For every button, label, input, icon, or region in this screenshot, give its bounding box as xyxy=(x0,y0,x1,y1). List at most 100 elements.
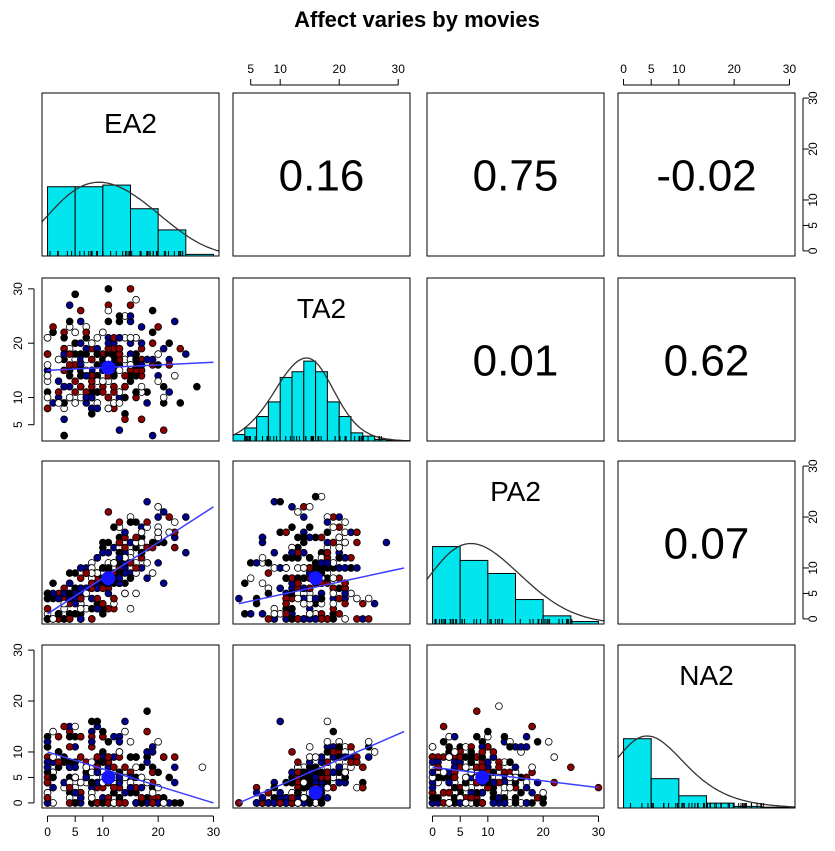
scatter-point xyxy=(104,404,113,413)
panel-EA2-NA2: -0.02 xyxy=(617,92,796,257)
scatter-point xyxy=(258,533,267,542)
scatter-point xyxy=(329,768,338,777)
scatter-point xyxy=(121,393,129,402)
scatter-point xyxy=(550,753,559,761)
scatter-point xyxy=(159,579,168,588)
tick-label: 10 xyxy=(11,745,25,759)
scatter-point xyxy=(126,783,135,792)
scatter-point xyxy=(299,599,308,608)
tick-label: 5 xyxy=(457,825,464,839)
tick-label: 20 xyxy=(151,825,165,839)
histogram-bar xyxy=(326,401,340,442)
scatter-point xyxy=(472,707,481,716)
scatter-point xyxy=(370,599,379,608)
histogram-bar xyxy=(315,371,328,442)
scatter-point xyxy=(305,523,314,532)
panel-TA2-EA2 xyxy=(41,277,220,442)
tick-label: 30 xyxy=(592,825,606,839)
scatter-point xyxy=(182,513,190,521)
scatter-point xyxy=(382,538,391,547)
scatter-point xyxy=(82,589,91,598)
scatter-point xyxy=(115,748,124,756)
scatter-point xyxy=(341,589,349,598)
scatter-point xyxy=(264,589,273,598)
scatter-point xyxy=(335,533,344,542)
scatter-point xyxy=(87,794,96,802)
scatter-point xyxy=(258,794,267,802)
scatter-point xyxy=(353,758,361,766)
centroid-point xyxy=(101,770,116,785)
histogram-bar xyxy=(102,184,131,257)
panel-NA2-PA2 xyxy=(426,644,605,809)
scatter-point xyxy=(517,788,525,797)
scatter-point xyxy=(132,753,140,761)
scatter-point xyxy=(335,553,344,562)
histogram-bar xyxy=(267,401,281,442)
centroid-point xyxy=(475,770,490,785)
scatter-point xyxy=(65,732,74,741)
scatter-point xyxy=(99,377,107,386)
scatter-point xyxy=(76,339,85,348)
scatter-point xyxy=(159,508,168,516)
scatter-point xyxy=(299,564,308,572)
scatter-point xyxy=(132,533,140,542)
tick-label: 5 xyxy=(806,222,820,229)
tick-label: 20 xyxy=(806,142,820,156)
fit-line xyxy=(238,567,405,605)
scatter-point xyxy=(76,317,85,326)
scatter-point xyxy=(364,753,373,761)
scatter-point xyxy=(341,518,349,526)
panel-TA2-NA2: 0.62 xyxy=(617,277,796,442)
scatter-point xyxy=(500,732,509,741)
scatter-point xyxy=(93,350,102,358)
scatter-point xyxy=(506,758,514,766)
scatter-point xyxy=(154,350,162,358)
right-axis-EA2: 0 5 10 20 30 xyxy=(802,91,820,254)
scatter-point xyxy=(370,748,379,756)
scatter-point xyxy=(506,783,514,792)
scatter-point xyxy=(143,559,151,567)
scatter-point xyxy=(115,574,124,582)
scatter-point xyxy=(87,355,96,364)
scatter-point xyxy=(428,783,437,792)
scatter-point xyxy=(288,548,296,557)
scatter-point xyxy=(450,748,459,756)
scatter-point xyxy=(87,778,96,787)
scatter-point xyxy=(176,399,185,407)
panel-TA2-TA2: TA2 xyxy=(232,277,411,442)
scatter-point xyxy=(341,768,349,777)
scatter-point xyxy=(539,799,547,807)
scatter-point xyxy=(104,564,113,572)
scatter-point xyxy=(170,518,179,526)
scatter-point xyxy=(104,285,113,293)
scatter-point xyxy=(305,503,314,511)
scatter-point xyxy=(71,799,79,807)
scatter-point xyxy=(65,783,74,792)
panel-frame xyxy=(232,92,411,257)
scatter-point xyxy=(121,717,129,726)
scatter-point xyxy=(82,773,91,782)
variable-label: EA2 xyxy=(104,108,157,139)
scatter-point xyxy=(87,737,96,746)
scatter-point xyxy=(115,344,124,353)
scatter-point xyxy=(282,564,290,572)
scatter-point xyxy=(478,748,487,756)
scatter-point xyxy=(121,543,129,552)
scatter-point xyxy=(294,594,302,603)
scatter-point xyxy=(305,610,314,618)
scatter-point xyxy=(159,799,168,807)
scatter-point xyxy=(329,599,338,608)
panel-NA2-NA2: NA2 xyxy=(617,644,796,809)
scatter-point xyxy=(323,737,332,746)
scatter-point xyxy=(54,594,63,603)
scatter-point xyxy=(154,737,162,746)
scatter-point xyxy=(428,743,437,751)
tick-label: 20 xyxy=(536,825,550,839)
scatter-point xyxy=(282,599,290,608)
panel-frame xyxy=(426,460,605,625)
bottom-axis-EA2: 0 5 10 20 30 xyxy=(44,815,220,839)
scatter-point xyxy=(294,788,302,797)
scatter-point xyxy=(93,768,102,777)
scatter-point xyxy=(43,350,52,358)
scatter-point xyxy=(76,615,85,623)
